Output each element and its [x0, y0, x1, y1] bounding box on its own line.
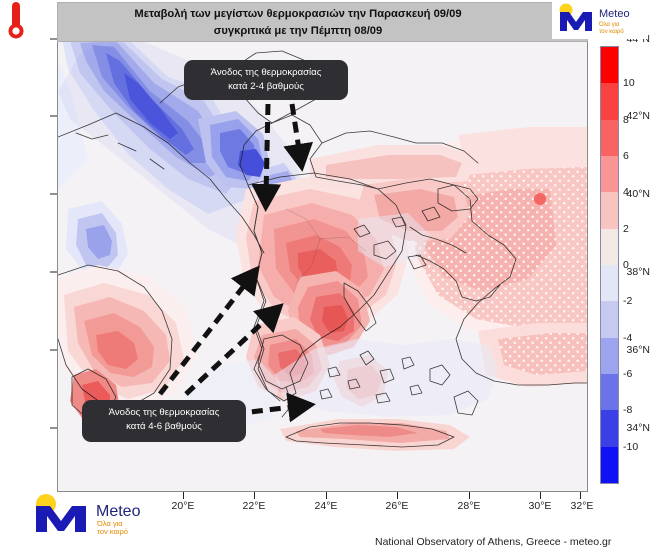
colorbar-tick-label: -8 [623, 404, 633, 417]
thermometer-icon [8, 2, 24, 39]
colorbar-band [601, 337, 618, 374]
colorbar-band [601, 47, 618, 84]
attribution-text: National Observatory of Athens, Greece -… [375, 536, 612, 548]
colorbar-band [601, 446, 618, 483]
svg-text:τον καιρό: τον καιρό [97, 527, 128, 536]
svg-text:Όλα για: Όλα για [96, 519, 123, 528]
svg-text:Meteo: Meteo [96, 503, 141, 520]
x-tick-label: 26°E [385, 500, 409, 512]
y-tick-label: 38°N [626, 266, 650, 278]
colorbar-tick-label: 10 [623, 77, 635, 90]
y-tick-label: 34°N [626, 422, 650, 434]
meteo-m-mark [36, 506, 86, 532]
x-tick-label: 32°E [570, 500, 594, 512]
x-tick-label: 24°E [314, 500, 338, 512]
annotation-box-4-6-degrees: Άνοδος της θερμοκρασίας κατά 4-6 βαθμούς [82, 400, 246, 442]
svg-text:Meteo: Meteo [599, 8, 630, 20]
colorbar-band [601, 301, 618, 338]
x-tick-label: 28°E [457, 500, 481, 512]
x-tick-label: 22°E [242, 500, 266, 512]
colorbar-band [601, 410, 618, 447]
annotation-box-2-4-degrees: Άνοδος της θερμοκρασίας κατά 2-4 βαθμούς [184, 60, 348, 100]
warming-field [58, 127, 587, 451]
colorbar-band [601, 373, 618, 411]
colorbar-band [601, 155, 618, 193]
colorbar-band [601, 264, 618, 302]
svg-text:τον καιρό: τον καιρό [599, 28, 624, 35]
colorbar-tick-label: -2 [623, 295, 633, 308]
colorbar-tick-label: 4 [623, 186, 629, 199]
title-bar: Μεταβολή των μεγίστων θερμοκρασιών την Π… [57, 2, 588, 42]
colorbar-band [601, 192, 618, 229]
colorbar-band [601, 228, 618, 265]
colorbar-tick-label: 8 [623, 113, 629, 126]
colorbar-tick-label: -6 [623, 368, 633, 380]
svg-text:Όλα για: Όλα για [598, 22, 620, 28]
x-tick-label: 30°E [528, 500, 552, 512]
meteo-logo-bottom: Meteo Όλα για τον καιρό [24, 492, 174, 538]
colorbar [600, 46, 619, 484]
colorbar-tick-label: -4 [623, 331, 633, 344]
page-title: Μεταβολή των μεγίστων θερμοκρασιών την Π… [134, 8, 462, 37]
meteo-logo-top: Meteo Όλα για τον καιρό [552, 1, 648, 39]
colorbar-tick-label: 0 [623, 259, 629, 271]
colorbar-tick-label: -10 [623, 440, 639, 453]
colorbar-band [601, 119, 618, 156]
colorbar-band [601, 83, 618, 120]
y-tick-label: 36°N [626, 344, 650, 356]
x-tick-label: 20°E [171, 500, 195, 512]
y-tick-label: 42°N [626, 110, 650, 122]
meteo-m-mark [560, 12, 592, 31]
colorbar-tick-label: 2 [623, 222, 629, 235]
colorbar-tick-label: 6 [623, 150, 629, 162]
y-tick-label: 40°N [626, 188, 650, 200]
